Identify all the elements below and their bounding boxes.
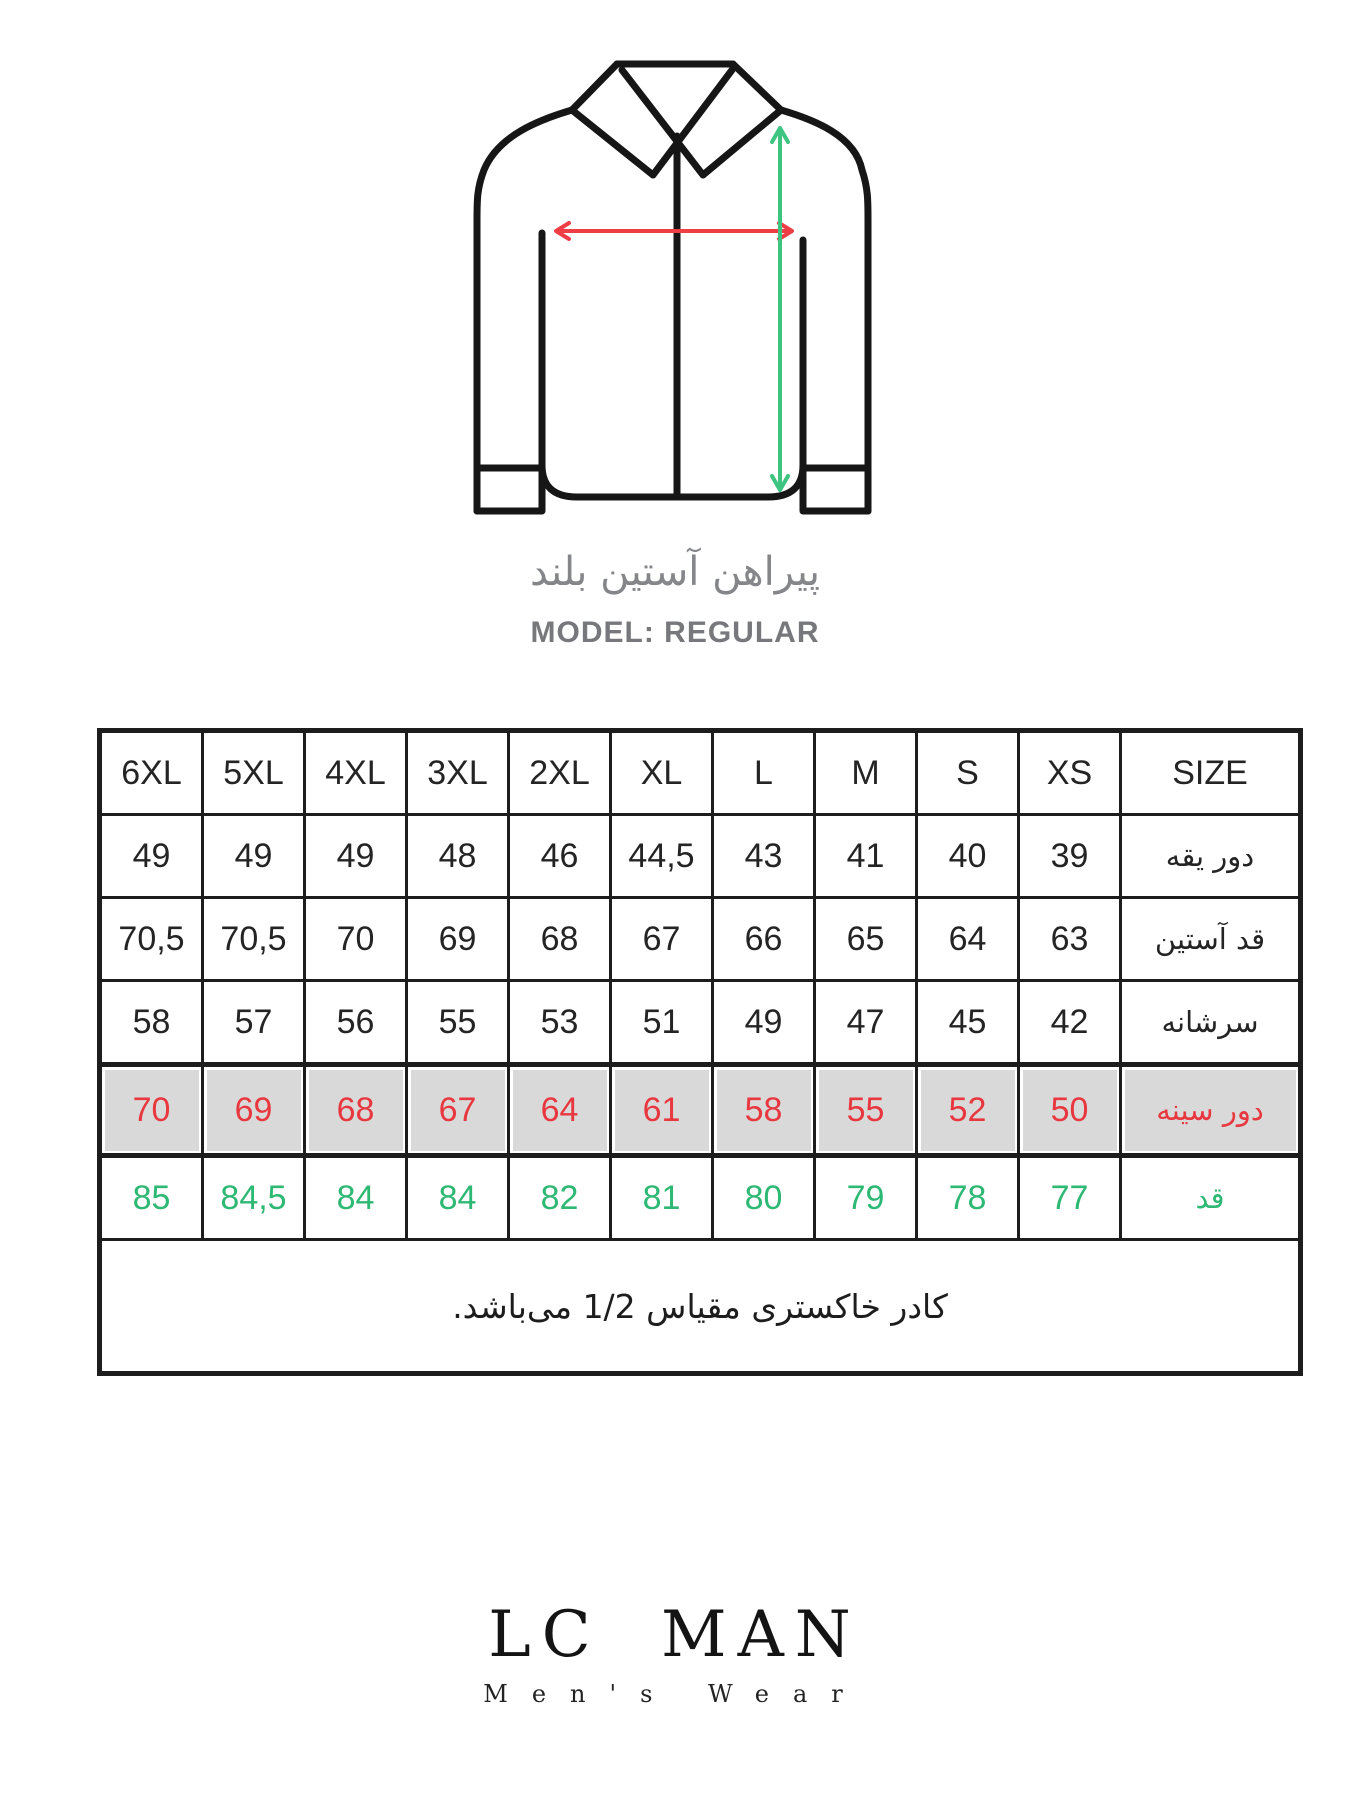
scale-note: کادر خاکستری مقیاس 1/2 می‌باشد. [98, 1238, 1302, 1375]
size-value-cell: 46 [507, 813, 612, 899]
size-value-cell: 39 [1017, 813, 1122, 899]
model-label: MODEL: REGULAR [530, 616, 820, 649]
size-value-cell: 69 [201, 1062, 306, 1158]
size-value-cell: 77 [1017, 1154, 1122, 1241]
size-value-cell: 51 [609, 979, 714, 1066]
note-row: کادر خاکستری مقیاس 1/2 می‌باشد. [98, 1238, 1302, 1375]
size-value-cell: 42 [1017, 979, 1122, 1066]
measurement-label-cell: سرشانه [1119, 979, 1302, 1066]
size-value-cell: 64 [507, 1062, 612, 1158]
chest-width-arrow [554, 221, 794, 241]
length-arrow [770, 126, 790, 492]
collar-left-slope [568, 60, 621, 114]
shirt-outline [473, 60, 872, 515]
size-value-cell: 84,5 [201, 1154, 306, 1241]
size-value-cell: 57 [201, 979, 306, 1066]
size-value-cell: 58 [98, 979, 204, 1066]
size-value-cell: 47 [813, 979, 918, 1066]
size-value-cell: 81 [609, 1154, 714, 1241]
size-value-cell: 49 [201, 813, 306, 899]
measurement-row: 49 49 49 48 46 44,5 43 41 40 39 دور یقه [98, 813, 1302, 899]
body-outline [538, 229, 807, 501]
collar-left-flap [568, 66, 736, 179]
size-header-cell-m: M [813, 729, 918, 816]
size-value-cell: 68 [303, 1062, 408, 1158]
size-value-cell: 67 [609, 896, 714, 982]
left-cuff [473, 464, 546, 515]
size-header-cell-xl: XL [609, 729, 714, 816]
right-sleeve-outline [777, 106, 872, 515]
collar-right-slope [729, 60, 785, 114]
brand-tagline: Men's Wear [483, 1680, 867, 1708]
size-value-cell: 50 [1017, 1062, 1122, 1158]
size-value-cell: 64 [915, 896, 1020, 982]
size-value-cell: 41 [813, 813, 918, 899]
left-sleeve-outline [473, 106, 576, 515]
size-value-cell: 49 [303, 813, 408, 899]
size-value-cell: 79 [813, 1154, 918, 1241]
size-header-cell-s: S [915, 729, 1020, 816]
size-header-cell-4xl: 4XL [303, 729, 408, 816]
size-value-cell: 84 [405, 1154, 510, 1241]
size-header-cell-size: SIZE [1119, 729, 1302, 816]
size-value-cell: 45 [915, 979, 1020, 1066]
size-value-cell: 48 [405, 813, 510, 899]
size-header-cell-l: L [711, 729, 816, 816]
measurement-row: 85 84,5 84 84 82 81 80 79 78 77 قد [98, 1154, 1302, 1241]
size-header-cell-6xl: 6XL [98, 729, 204, 816]
measurement-label-cell: قد آستین [1119, 896, 1302, 982]
size-value-cell: 63 [1017, 896, 1122, 982]
size-table: 6XL 5XL 4XL 3XL 2XL XL L M S XS SIZE 49 49 49 48 46 44,… [97, 728, 1303, 1376]
size-header-cell-2xl: 2XL [507, 729, 612, 816]
size-header-cell-5xl: 5XL [201, 729, 306, 816]
shirt-diagram [473, 60, 872, 515]
measurement-row: 70 69 68 67 64 61 58 55 52 50 دور سینه [98, 1062, 1302, 1158]
size-value-cell: 44,5 [609, 813, 714, 899]
size-value-cell: 78 [915, 1154, 1020, 1241]
size-value-cell: 70 [303, 896, 408, 982]
size-value-cell: 49 [711, 979, 816, 1066]
size-value-cell: 55 [405, 979, 510, 1066]
measurement-row: 70,5 70,5 70 69 68 67 66 65 64 63 قد آستین [98, 896, 1302, 982]
collar-right-flap [618, 66, 785, 179]
size-value-cell: 58 [711, 1062, 816, 1158]
size-value-cell: 68 [507, 896, 612, 982]
size-value-cell: 70,5 [201, 896, 306, 982]
size-value-cell: 70,5 [98, 896, 204, 982]
size-value-cell: 53 [507, 979, 612, 1066]
measurement-label-cell: دور یقه [1119, 813, 1302, 899]
garment-title: پیراهن آستین بلند [529, 549, 821, 595]
size-value-cell: 65 [813, 896, 918, 982]
right-cuff [799, 464, 872, 515]
size-value-cell: 56 [303, 979, 408, 1066]
size-value-cell: 55 [813, 1062, 918, 1158]
size-header-cell-3xl: 3XL [405, 729, 510, 816]
size-value-cell: 49 [98, 813, 204, 899]
size-value-cell: 69 [405, 896, 510, 982]
size-value-cell: 43 [711, 813, 816, 899]
size-value-cell: 82 [507, 1154, 612, 1241]
size-value-cell: 85 [98, 1154, 204, 1241]
size-value-cell: 66 [711, 896, 816, 982]
size-value-cell: 84 [303, 1154, 408, 1241]
measurement-label-cell: قد [1119, 1154, 1302, 1241]
size-header-row: 6XL 5XL 4XL 3XL 2XL XL L M S XS SIZE [98, 729, 1302, 816]
size-header-cell-xs: XS [1017, 729, 1122, 816]
size-value-cell: 70 [98, 1062, 204, 1158]
size-value-cell: 61 [609, 1062, 714, 1158]
brand-logo: LC MAN [488, 1598, 862, 1672]
measurement-row: 58 57 56 55 53 51 49 47 45 42 سرشانه [98, 979, 1302, 1066]
size-value-cell: 40 [915, 813, 1020, 899]
measurement-label-cell: دور سینه [1119, 1062, 1302, 1158]
size-value-cell: 67 [405, 1062, 510, 1158]
size-value-cell: 52 [915, 1062, 1020, 1158]
size-value-cell: 80 [711, 1154, 816, 1241]
